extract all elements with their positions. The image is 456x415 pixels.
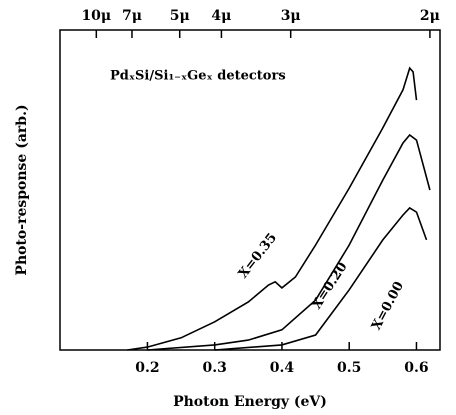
x-tick-label: 0.3 xyxy=(203,360,227,376)
series-label: X=0.00 xyxy=(369,279,407,333)
x2-tick-label: 3μ xyxy=(281,8,301,24)
data-line xyxy=(147,133,431,351)
x-axis-label: Photon Energy (eV) xyxy=(173,394,327,410)
annotation: PdₓSi/Si₁₋ₓGeₓ detectors xyxy=(110,69,286,84)
data-line xyxy=(214,206,428,351)
x-tick-label: 0.4 xyxy=(270,360,295,376)
x2-tick-label: 5μ xyxy=(170,8,190,24)
plot-frame xyxy=(59,29,441,351)
series-label: X=0.35 xyxy=(236,231,280,282)
x-tick-label: 0.5 xyxy=(337,360,361,376)
x2-tick-label: 10μ xyxy=(81,8,111,24)
y-axis-label: Photo-response (arb.) xyxy=(14,104,30,275)
data-line xyxy=(127,66,418,351)
x2-tick-label: 7μ xyxy=(122,8,142,24)
series-label: X=0.20 xyxy=(309,260,350,312)
x2-tick-label: 4μ xyxy=(211,8,231,24)
x-tick-label: 0.2 xyxy=(135,360,159,376)
x-tick-label: 0.6 xyxy=(404,360,428,376)
x2-tick-label: 2μ xyxy=(420,8,440,24)
